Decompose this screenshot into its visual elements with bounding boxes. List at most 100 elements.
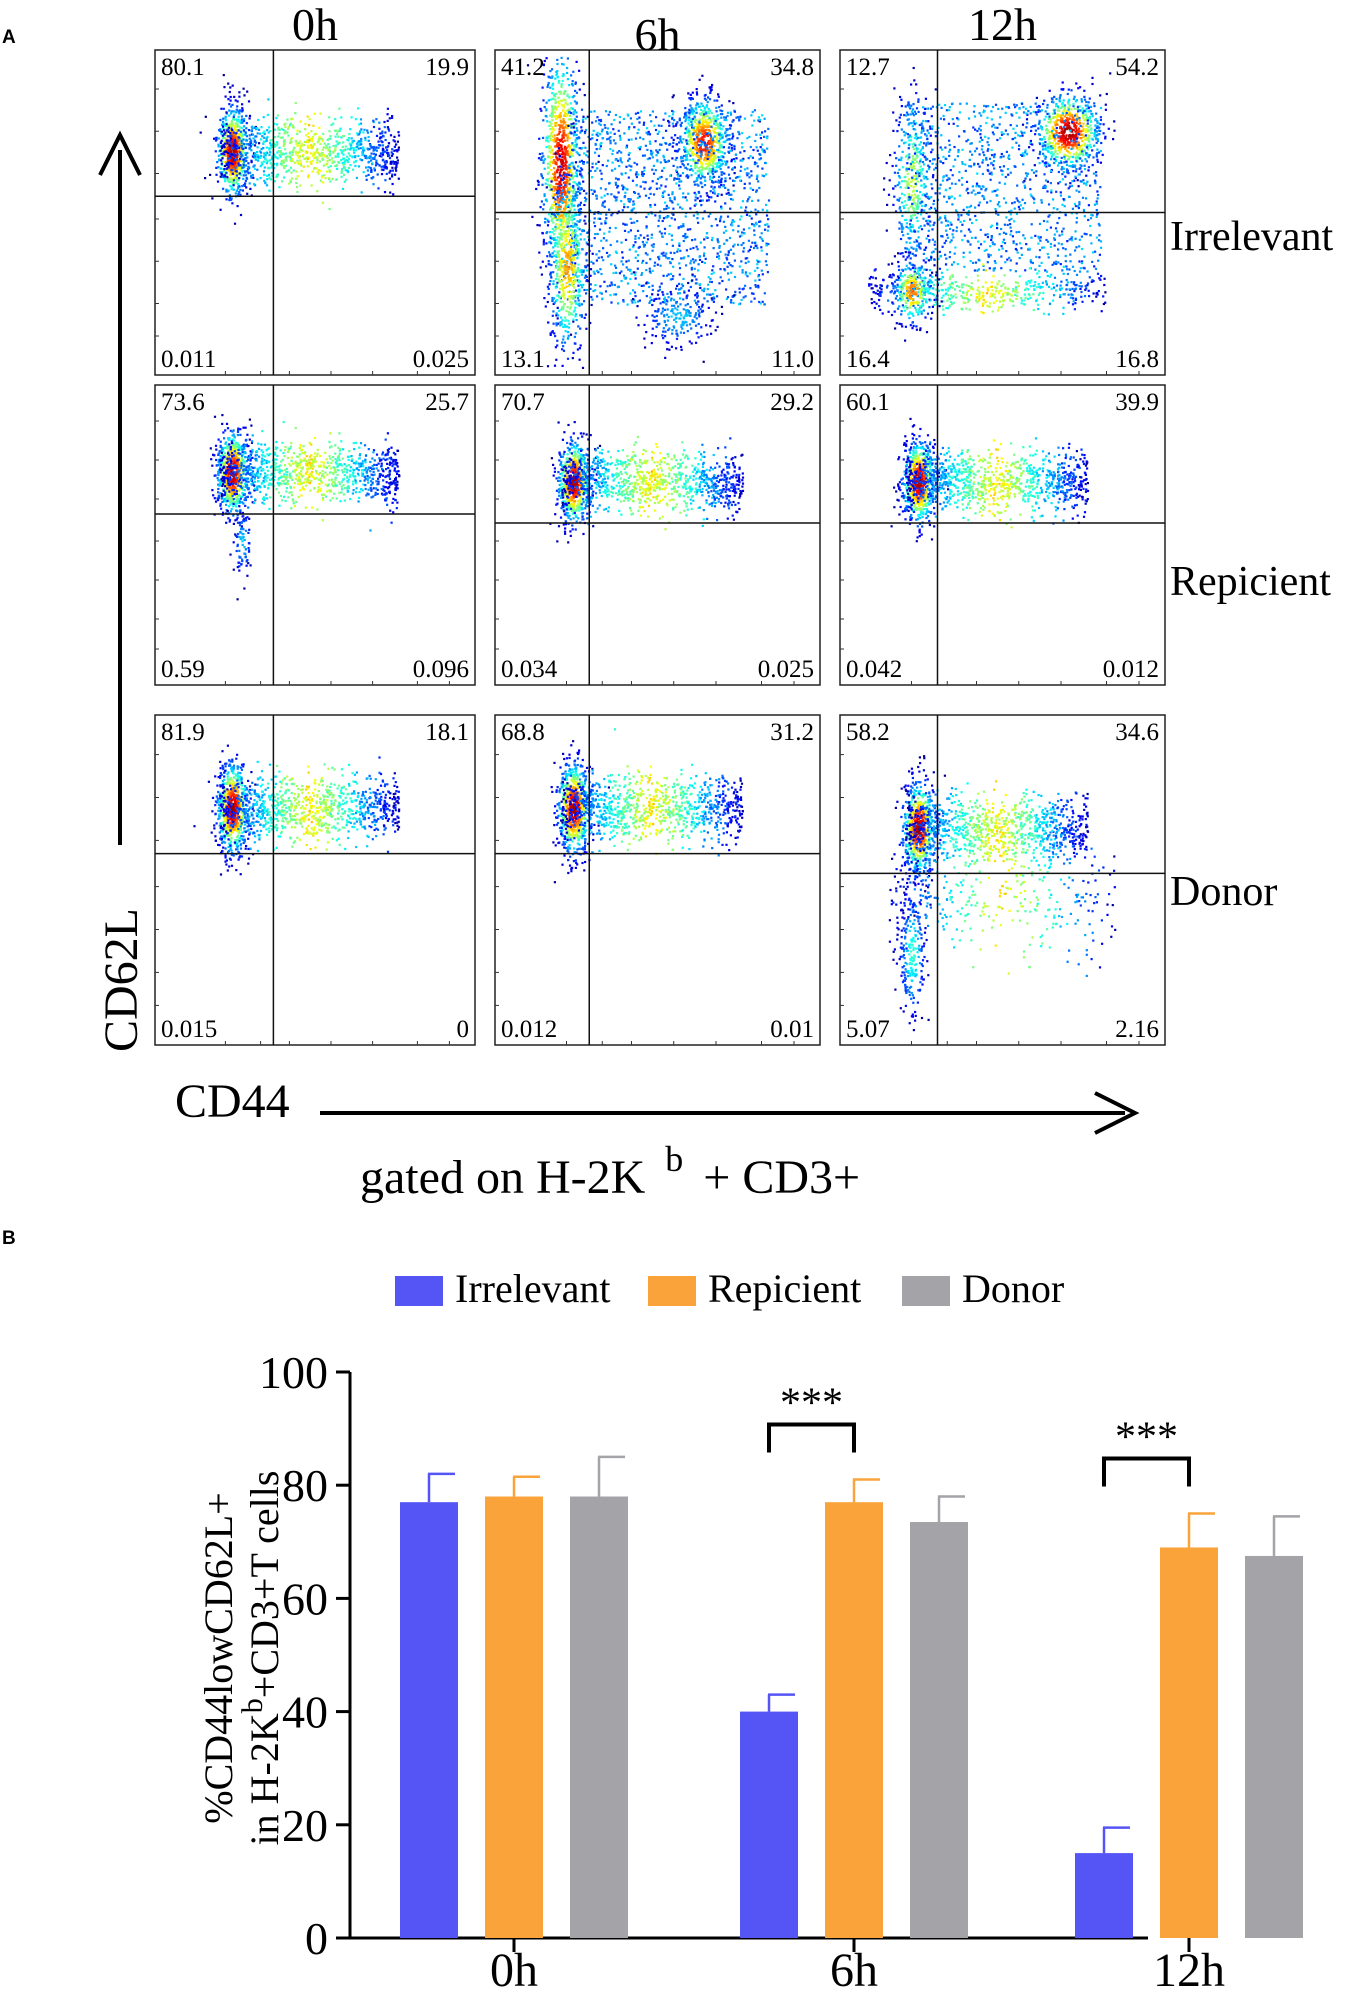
density-dot xyxy=(563,137,565,139)
density-dot xyxy=(252,174,254,176)
density-dot xyxy=(564,200,566,202)
density-dot xyxy=(543,239,545,241)
density-dot xyxy=(574,90,576,92)
density-dot xyxy=(289,152,291,154)
density-dot xyxy=(328,138,330,140)
density-dot xyxy=(552,88,554,90)
density-dot xyxy=(242,148,244,150)
density-dot xyxy=(226,167,228,169)
density-dot xyxy=(548,76,550,78)
density-dot xyxy=(281,164,283,166)
density-dot xyxy=(329,208,331,210)
density-dot xyxy=(547,155,549,157)
density-dot xyxy=(572,357,574,359)
density-dot xyxy=(707,115,709,117)
density-dot xyxy=(356,177,358,179)
density-dot xyxy=(396,157,398,159)
density-dot xyxy=(318,138,320,140)
density-dot xyxy=(329,150,331,152)
density-dot xyxy=(578,70,580,72)
density-dot xyxy=(329,159,331,161)
density-dot xyxy=(299,184,301,186)
density-dot xyxy=(300,120,302,122)
density-dot xyxy=(238,91,240,93)
density-dot xyxy=(554,137,556,139)
density-dot xyxy=(388,154,390,156)
density-dot xyxy=(284,148,286,150)
density-dot xyxy=(297,155,299,157)
density-dot xyxy=(268,174,270,176)
density-dot xyxy=(257,146,259,148)
density-dot xyxy=(219,119,221,121)
density-dot xyxy=(563,93,565,95)
density-dot xyxy=(221,157,223,159)
density-dot xyxy=(227,83,229,85)
density-dot xyxy=(562,127,564,129)
density-dot xyxy=(256,151,258,153)
density-dot xyxy=(243,164,245,166)
density-dot xyxy=(347,170,349,172)
density-dot xyxy=(560,215,562,217)
density-dot xyxy=(360,118,362,120)
density-dot xyxy=(352,147,354,149)
density-dot xyxy=(562,110,564,112)
quadrant-value-top-right: 19.9 xyxy=(425,54,469,81)
density-dot xyxy=(283,162,285,164)
density-dot xyxy=(551,68,553,70)
density-dot xyxy=(561,125,563,127)
density-dot xyxy=(576,127,578,129)
density-dot xyxy=(244,182,246,184)
density-dot xyxy=(555,118,557,120)
density-dot xyxy=(242,159,244,161)
density-dot xyxy=(563,120,565,122)
density-dot xyxy=(235,132,237,134)
density-dot xyxy=(259,157,261,159)
density-dot xyxy=(227,129,229,131)
density-dot xyxy=(549,87,551,89)
density-dot xyxy=(316,162,318,164)
density-dot xyxy=(255,135,257,137)
density-dot xyxy=(242,139,244,141)
density-dot xyxy=(389,178,391,180)
density-dot xyxy=(232,181,234,183)
density-dot xyxy=(555,209,557,211)
density-dot xyxy=(334,130,336,132)
density-dot xyxy=(223,86,225,88)
density-dot xyxy=(381,131,383,133)
density-dot xyxy=(549,161,551,163)
density-dot xyxy=(241,103,243,105)
density-dot xyxy=(564,90,566,92)
density-dot xyxy=(295,170,297,172)
density-dot xyxy=(561,57,563,59)
density-dot xyxy=(238,129,240,131)
density-dot xyxy=(225,190,227,192)
density-dot xyxy=(564,193,566,195)
density-dot xyxy=(221,131,223,133)
density-dot xyxy=(335,156,337,158)
density-dot xyxy=(397,149,399,151)
density-dot xyxy=(241,185,243,187)
density-dot xyxy=(300,149,302,151)
density-dot xyxy=(249,138,251,140)
density-dot xyxy=(376,150,378,152)
density-dot xyxy=(388,142,390,144)
density-dot xyxy=(278,147,280,149)
density-dot xyxy=(353,152,355,154)
density-dot xyxy=(215,167,217,169)
density-dot xyxy=(557,145,559,147)
density-dot xyxy=(541,200,543,202)
density-dot xyxy=(547,86,549,88)
density-dot xyxy=(309,118,311,120)
density-dot xyxy=(572,192,574,194)
density-dot xyxy=(360,128,362,130)
density-dot xyxy=(553,261,555,263)
density-dot xyxy=(549,283,551,285)
density-dot xyxy=(562,141,564,143)
density-dot xyxy=(238,143,240,145)
density-dot xyxy=(227,152,229,154)
density-dot xyxy=(356,132,358,134)
density-dot xyxy=(335,136,337,138)
density-dot xyxy=(368,148,370,150)
density-dot xyxy=(342,188,344,190)
density-dot xyxy=(269,151,271,153)
